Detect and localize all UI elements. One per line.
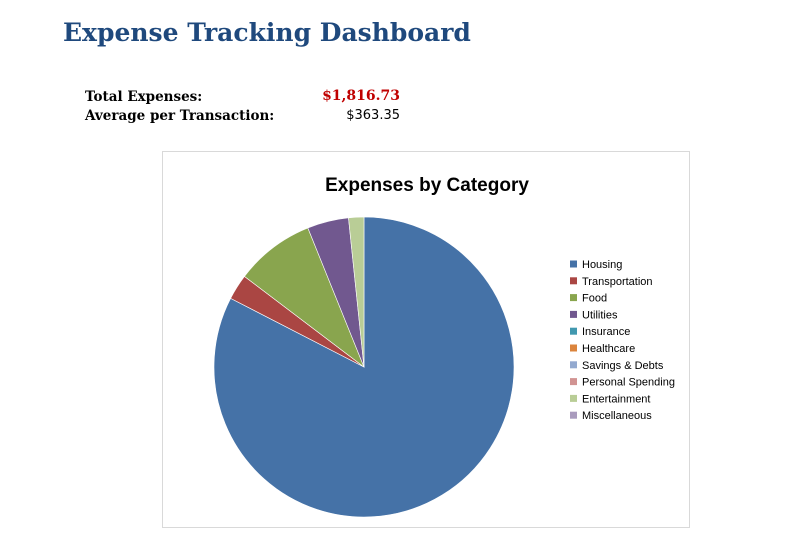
legend-label-miscellaneous: Miscellaneous bbox=[582, 410, 652, 422]
legend-label-housing: Housing bbox=[582, 259, 622, 271]
legend-swatch-utilities bbox=[570, 310, 577, 318]
legend-swatch-miscellaneous bbox=[570, 411, 577, 419]
legend-label-savings-debts: Savings & Debts bbox=[582, 360, 664, 372]
legend-swatch-food bbox=[570, 294, 577, 302]
legend-swatch-entertainment bbox=[570, 394, 577, 402]
legend-swatch-personal-spending bbox=[570, 378, 577, 386]
legend-swatch-housing bbox=[570, 260, 577, 268]
pie-chart-svg: Expenses by Category Housing Transportati… bbox=[213, 175, 675, 518]
legend-swatch-transportation bbox=[570, 277, 577, 285]
legend-label-personal-spending: Personal Spending bbox=[582, 377, 675, 389]
legend-label-healthcare: Healthcare bbox=[582, 343, 635, 355]
expenses-chart: Expenses by Category Housing Transportati… bbox=[162, 151, 690, 528]
legend-label-utilities: Utilities bbox=[582, 309, 618, 321]
legend-label-entertainment: Entertainment bbox=[582, 393, 650, 405]
legend-swatch-insurance bbox=[570, 327, 577, 335]
pie-slice-housing bbox=[213, 216, 515, 518]
chart-legend: Housing Transportation Food Utilities Insura… bbox=[570, 259, 675, 422]
average-per-transaction-value: $363.35 bbox=[346, 108, 400, 123]
legend-swatch-savings-debts bbox=[570, 361, 577, 369]
chart-title: Expenses by Category bbox=[325, 175, 529, 196]
total-expenses-value: $1,816.73 bbox=[322, 88, 400, 104]
pie-slices bbox=[213, 216, 515, 518]
page-title: Expense Tracking Dashboard bbox=[63, 18, 471, 47]
legend-label-insurance: Insurance bbox=[582, 326, 630, 338]
legend-swatch-healthcare bbox=[570, 344, 577, 352]
total-expenses-label: Total Expenses: bbox=[85, 89, 203, 105]
legend-label-transportation: Transportation bbox=[582, 276, 653, 288]
average-per-transaction-label: Average per Transaction: bbox=[85, 108, 275, 124]
pie-slice-entertainment bbox=[348, 216, 365, 368]
legend-label-food: Food bbox=[582, 293, 607, 305]
